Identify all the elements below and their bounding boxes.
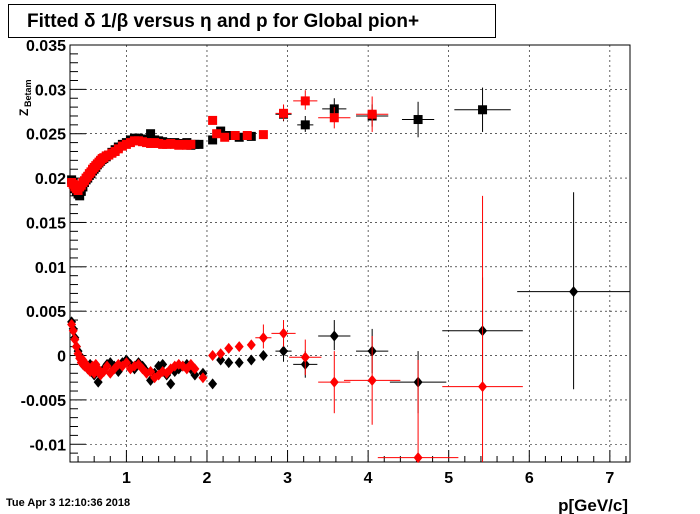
y-axis-title-main: Z bbox=[17, 109, 31, 116]
x-tick-label: 3 bbox=[283, 470, 292, 487]
data-point-square bbox=[242, 130, 252, 140]
y-tick-label: 0 bbox=[57, 349, 66, 366]
data-point-diamond bbox=[478, 381, 488, 393]
data-point-diamond bbox=[258, 332, 268, 344]
data-point-diamond bbox=[258, 350, 268, 362]
y-tick-label: 0.025 bbox=[26, 127, 66, 144]
data-point-square bbox=[186, 139, 196, 149]
y-tick-labels: -0.01 -0.005 0 0.005 0.01 0.015 0.02 0.025 0.03 0… bbox=[21, 38, 66, 454]
data-point-square bbox=[212, 129, 222, 139]
data-point-diamond bbox=[246, 354, 256, 366]
data-point-diamond bbox=[234, 357, 244, 369]
data-point-diamond bbox=[367, 374, 377, 386]
data-point-square bbox=[146, 129, 156, 139]
x-tick-label: 1 bbox=[122, 470, 131, 487]
timestamp-label: Tue Apr 3 12:10:36 2018 bbox=[6, 497, 131, 509]
data-point-square bbox=[413, 115, 423, 125]
x-tick-label: 4 bbox=[364, 470, 373, 487]
data-point-square bbox=[300, 96, 310, 106]
data-point-diamond bbox=[216, 354, 226, 366]
data-point-diamond bbox=[234, 341, 244, 353]
data-point-square bbox=[329, 113, 339, 123]
data-point-diamond bbox=[208, 350, 218, 362]
data-point-diamond bbox=[329, 376, 339, 388]
data-point-square bbox=[300, 120, 310, 130]
y-tick-label: 0.005 bbox=[26, 304, 66, 321]
chart-title: Fitted δ 1/β versus η and p for Global p… bbox=[27, 11, 420, 32]
data-point-diamond bbox=[216, 348, 226, 360]
chart-title-box: Fitted δ 1/β versus η and p for Global p… bbox=[8, 4, 496, 38]
data-point-diamond bbox=[279, 345, 289, 357]
data-point-diamond bbox=[224, 342, 234, 354]
y-tick-label: -0.01 bbox=[30, 437, 67, 454]
data-point-diamond bbox=[279, 327, 289, 339]
y-tick-label: 0.01 bbox=[35, 260, 66, 277]
y-tick-label: -0.005 bbox=[21, 393, 66, 410]
x-axis-title: p[GeV/c] bbox=[558, 496, 628, 514]
axis-ticks bbox=[70, 44, 627, 463]
y-tick-label: 0.03 bbox=[35, 82, 66, 99]
data-point-diamond bbox=[300, 351, 310, 363]
data-point-square bbox=[279, 108, 289, 118]
x-tick-label: 6 bbox=[525, 470, 534, 487]
y-axis-title-sub: Betam bbox=[23, 79, 33, 107]
grid bbox=[70, 44, 630, 462]
data-point-square bbox=[478, 105, 488, 115]
data-point-diamond bbox=[158, 358, 168, 370]
series-3 bbox=[67, 195, 523, 464]
data-point-diamond bbox=[569, 286, 579, 298]
plot-frame bbox=[69, 44, 631, 463]
data-point-diamond bbox=[224, 357, 234, 369]
y-tick-label: 0.035 bbox=[26, 38, 66, 55]
data-point-diamond bbox=[198, 372, 208, 384]
data-point-square bbox=[208, 115, 218, 125]
data-point-diamond bbox=[146, 366, 156, 378]
data-point-diamond bbox=[121, 357, 131, 369]
data-series bbox=[67, 87, 630, 464]
x-tick-labels: 1 2 3 4 5 6 7 bbox=[122, 470, 614, 487]
y-axis-title: Z Betam bbox=[17, 79, 33, 116]
data-point-diamond bbox=[68, 325, 78, 337]
data-point-square bbox=[230, 130, 240, 140]
series-1 bbox=[67, 90, 389, 196]
data-point-diamond bbox=[246, 339, 256, 351]
data-point-diamond bbox=[208, 378, 218, 390]
data-point-diamond bbox=[190, 363, 200, 375]
data-point-diamond bbox=[102, 360, 112, 372]
y-tick-label: 0.015 bbox=[26, 215, 66, 232]
x-tick-label: 7 bbox=[605, 470, 614, 487]
y-tick-label: 0.02 bbox=[35, 171, 66, 188]
data-point-square bbox=[258, 130, 268, 140]
data-point-square bbox=[208, 135, 218, 145]
data-point-diamond bbox=[166, 378, 176, 390]
data-point-diamond bbox=[329, 330, 339, 342]
data-point-square bbox=[220, 132, 230, 142]
data-point-diamond bbox=[413, 452, 423, 464]
x-tick-label: 2 bbox=[203, 470, 212, 487]
data-point-square bbox=[367, 109, 377, 119]
data-point-diamond bbox=[190, 369, 200, 381]
data-point-square bbox=[194, 139, 204, 149]
x-tick-label: 5 bbox=[444, 470, 453, 487]
